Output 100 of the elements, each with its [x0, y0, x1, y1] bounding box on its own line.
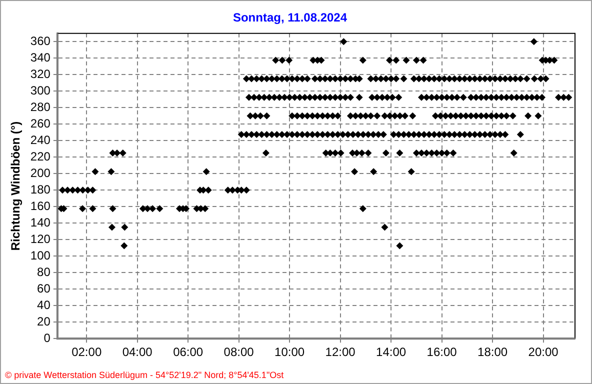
point	[498, 94, 505, 101]
point	[467, 94, 474, 101]
point	[450, 150, 457, 157]
point	[396, 112, 404, 120]
point	[446, 75, 453, 82]
point	[450, 75, 458, 82]
y-tick-label: 260	[30, 116, 51, 130]
point	[272, 56, 280, 64]
point	[436, 75, 443, 82]
point	[392, 75, 400, 82]
point	[478, 112, 485, 120]
y-tick-label: 160	[30, 198, 51, 213]
y-tick-label: 60	[37, 281, 51, 296]
point	[466, 75, 474, 82]
point	[426, 130, 433, 138]
point	[367, 112, 374, 120]
x-tick-label: 06:00	[173, 345, 204, 360]
point	[288, 112, 296, 120]
point	[452, 112, 460, 120]
point	[324, 130, 332, 138]
point	[329, 112, 336, 120]
point	[89, 186, 96, 194]
point	[382, 150, 390, 157]
point	[428, 94, 436, 101]
point	[359, 205, 366, 212]
point	[537, 75, 544, 82]
point	[461, 75, 468, 82]
point	[149, 205, 156, 212]
x-tick-label: 04:00	[122, 345, 153, 360]
point	[437, 112, 444, 120]
x-tick-label: 14:00	[376, 345, 406, 360]
point	[350, 130, 356, 138]
point	[408, 168, 415, 176]
point	[119, 150, 126, 157]
point	[471, 130, 478, 138]
point	[482, 94, 490, 101]
point	[58, 186, 66, 194]
point	[156, 205, 164, 212]
point	[288, 75, 296, 82]
point	[382, 75, 390, 82]
point	[481, 75, 488, 82]
point	[448, 94, 456, 101]
point	[516, 75, 524, 82]
point	[202, 168, 210, 176]
point	[432, 112, 439, 120]
point	[245, 94, 252, 101]
point	[560, 94, 568, 101]
point	[316, 94, 324, 101]
point	[326, 75, 334, 82]
y-tick-label: 220	[30, 149, 51, 164]
x-tick-label: 08:00	[224, 345, 254, 360]
point	[461, 130, 468, 138]
point	[428, 150, 436, 157]
point	[423, 94, 430, 101]
point	[296, 94, 304, 101]
point	[509, 112, 516, 120]
point	[311, 94, 318, 101]
point	[351, 168, 358, 176]
point	[381, 112, 388, 120]
point	[436, 130, 443, 138]
y-tick-label: 80	[37, 264, 51, 279]
point	[426, 75, 433, 82]
y-tick-label: 200	[30, 166, 51, 180]
point	[530, 75, 538, 82]
point	[337, 150, 344, 157]
point	[523, 75, 530, 82]
point	[346, 94, 354, 101]
point	[120, 242, 128, 250]
point	[402, 112, 409, 120]
point	[488, 112, 495, 120]
y-tick-label: 180	[30, 182, 51, 196]
point	[482, 112, 490, 120]
y-tick-label: 240	[30, 132, 51, 147]
point	[410, 130, 418, 138]
y-tick-label: 340	[30, 50, 51, 64]
point	[242, 75, 250, 82]
point	[263, 75, 270, 82]
point	[409, 112, 416, 120]
point	[524, 112, 532, 120]
point	[388, 75, 395, 82]
point	[64, 186, 72, 194]
point	[530, 38, 538, 46]
point	[298, 75, 306, 82]
point	[109, 205, 116, 212]
y-axis-title: Richtung Windböen (°)	[8, 121, 23, 251]
point	[492, 112, 500, 120]
y-tick-label: 320	[30, 66, 51, 81]
point	[342, 75, 349, 82]
point	[430, 75, 438, 82]
point	[506, 75, 514, 82]
point	[304, 75, 311, 82]
x-tick-label: 12:00	[325, 345, 356, 360]
point	[528, 94, 536, 101]
point	[246, 112, 254, 120]
point	[466, 130, 474, 138]
point	[89, 205, 96, 212]
point	[273, 130, 280, 138]
point	[443, 150, 450, 157]
point	[258, 75, 266, 82]
point	[374, 94, 381, 101]
